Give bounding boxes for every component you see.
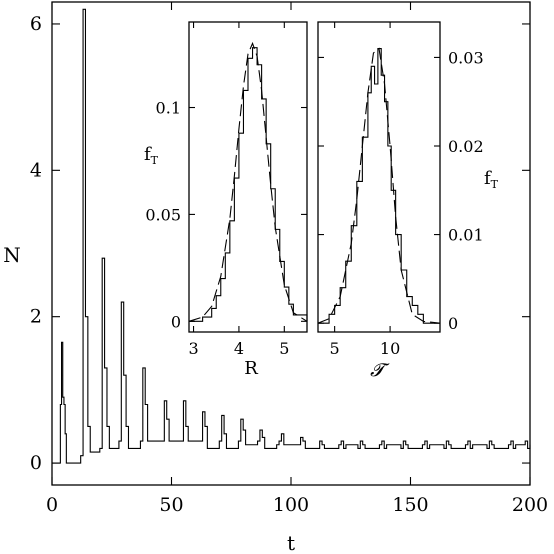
main-x-tick-label: 100 <box>273 494 309 516</box>
inset-left-fit-curve <box>188 41 308 322</box>
inset-right-background <box>318 22 440 332</box>
main-x-axis-title: t <box>287 531 295 554</box>
inset-right-x-axis-title: 𝓣 <box>370 360 390 381</box>
inset-left-x-tick-label: 5 <box>279 339 289 358</box>
inset-right-y-axis-title: fT <box>484 168 499 191</box>
inset-left-y-tick-label: 0.1 <box>156 99 181 118</box>
inset-right-frame <box>317 21 441 333</box>
main-series-group <box>52 8 531 464</box>
inset-right-x-tick-label: 5 <box>330 339 340 358</box>
inset-left-y-axis-title: fT <box>144 144 159 167</box>
inset-left-frame <box>188 21 308 333</box>
inset-right-plot: 5 10 0 0.01 0.02 0.03 𝓣 fT <box>317 21 499 381</box>
inset-right-y-tick-label: 0.01 <box>448 226 484 245</box>
inset-right-fit-curve <box>317 47 441 324</box>
inset-right-x-tick-label: 10 <box>380 339 400 358</box>
inset-left-plot: 3 4 5 0 0.05 0.1 R fT <box>144 21 308 379</box>
main-x-tick-label: 150 <box>392 494 428 516</box>
main-y-tick-label: 4 <box>30 159 42 181</box>
inset-right-y-tick-label: 0 <box>448 314 458 333</box>
main-y-tick-label: 2 <box>30 306 42 328</box>
inset-right-y-tick-label: 0.02 <box>448 137 484 156</box>
inset-left-series-group <box>188 41 308 322</box>
inset-left-y-tick-label: 0 <box>171 312 181 331</box>
inset-left-x-tick-label: 4 <box>234 339 244 358</box>
inset-left-histogram <box>189 47 308 322</box>
main-y-axis-title: N <box>3 243 21 267</box>
main-x-tick-label: 50 <box>159 494 183 516</box>
inset-left-ticks: 3 4 5 0 0.05 0.1 <box>145 22 307 358</box>
inset-right-y-tick-label: 0.03 <box>448 48 484 67</box>
main-series-line <box>52 8 531 464</box>
inset-right-ticks: 5 10 0 0.01 0.02 0.03 <box>318 22 484 358</box>
inset-left-x-tick-label: 3 <box>188 339 198 358</box>
main-y-tick-label: 6 <box>30 13 42 35</box>
main-x-tick-label: 0 <box>46 494 58 516</box>
inset-left-x-axis-title: R <box>244 358 258 379</box>
inset-right-series-group <box>317 47 441 324</box>
inset-left-y-tick-label: 0.05 <box>145 205 181 224</box>
main-x-tick-label: 200 <box>512 494 548 516</box>
main-y-tick-label: 0 <box>30 452 42 474</box>
